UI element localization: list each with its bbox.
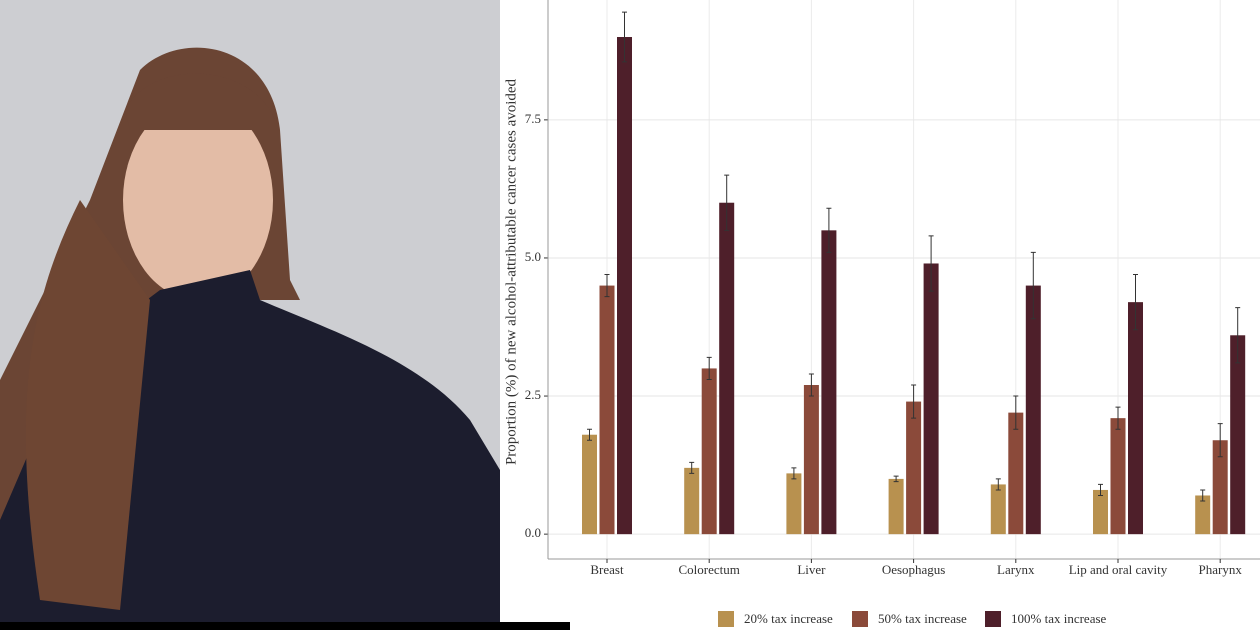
x-tick-label: Larynx <box>997 562 1035 577</box>
y-tick-label: 2.5 <box>525 387 541 402</box>
bar <box>719 202 735 535</box>
x-tick-label: Pharynx <box>1199 562 1243 577</box>
error-bar <box>622 11 627 63</box>
error-bar <box>1200 489 1206 502</box>
error-bar <box>995 478 1001 491</box>
x-tick-label: Breast <box>590 562 624 577</box>
legend-swatch <box>852 611 868 627</box>
x-tick-label: Colorectum <box>679 562 740 577</box>
bar <box>906 401 922 535</box>
bar <box>599 285 615 535</box>
x-tick-label: Oesophagus <box>882 562 946 577</box>
y-tick-label: 5.0 <box>525 249 541 264</box>
y-axis-label: Proportion (%) of new alcohol-attributab… <box>503 78 519 465</box>
error-bar <box>808 373 814 397</box>
error-bar <box>1098 483 1103 496</box>
error-bar <box>826 207 832 253</box>
error-bar <box>893 475 899 483</box>
bar <box>617 37 632 535</box>
error-bar <box>911 384 917 419</box>
error-bar <box>1235 307 1241 364</box>
bar <box>701 368 717 535</box>
error-bar <box>1030 251 1036 320</box>
x-tick-label: Liver <box>797 562 826 577</box>
bar <box>803 385 819 535</box>
legend-swatch <box>718 611 734 627</box>
error-bar <box>587 428 592 441</box>
bar <box>786 473 802 535</box>
legend-label: 50% tax increase <box>878 611 967 626</box>
bar <box>990 484 1006 535</box>
bar <box>582 434 597 535</box>
error-bar <box>689 461 695 474</box>
bar <box>1093 489 1108 535</box>
error-bar <box>1217 423 1223 458</box>
error-bar <box>1115 406 1121 430</box>
bar <box>1212 440 1228 535</box>
bar <box>1025 285 1041 535</box>
error-bar <box>1133 274 1138 331</box>
bar <box>1110 418 1126 535</box>
bar <box>1195 495 1211 535</box>
legend-label: 20% tax increase <box>744 611 833 626</box>
bar <box>1008 412 1024 535</box>
bar <box>1128 302 1143 535</box>
legend-label: 100% tax increase <box>1011 611 1107 626</box>
error-bar <box>928 235 934 292</box>
error-bar <box>791 467 797 480</box>
bar <box>1230 335 1246 535</box>
x-tick-label: Lip and oral cavity <box>1069 562 1168 577</box>
photo <box>0 0 570 630</box>
error-bar <box>724 174 730 231</box>
error-bar <box>1013 395 1019 430</box>
bar <box>923 263 939 535</box>
y-tick-label: 7.5 <box>525 111 541 126</box>
bar <box>821 230 837 535</box>
error-bar <box>706 356 712 380</box>
y-tick-label: 0.0 <box>525 525 541 540</box>
legend-swatch <box>985 611 1001 627</box>
bar <box>684 467 700 535</box>
bar <box>888 478 904 535</box>
error-bar <box>604 274 610 298</box>
